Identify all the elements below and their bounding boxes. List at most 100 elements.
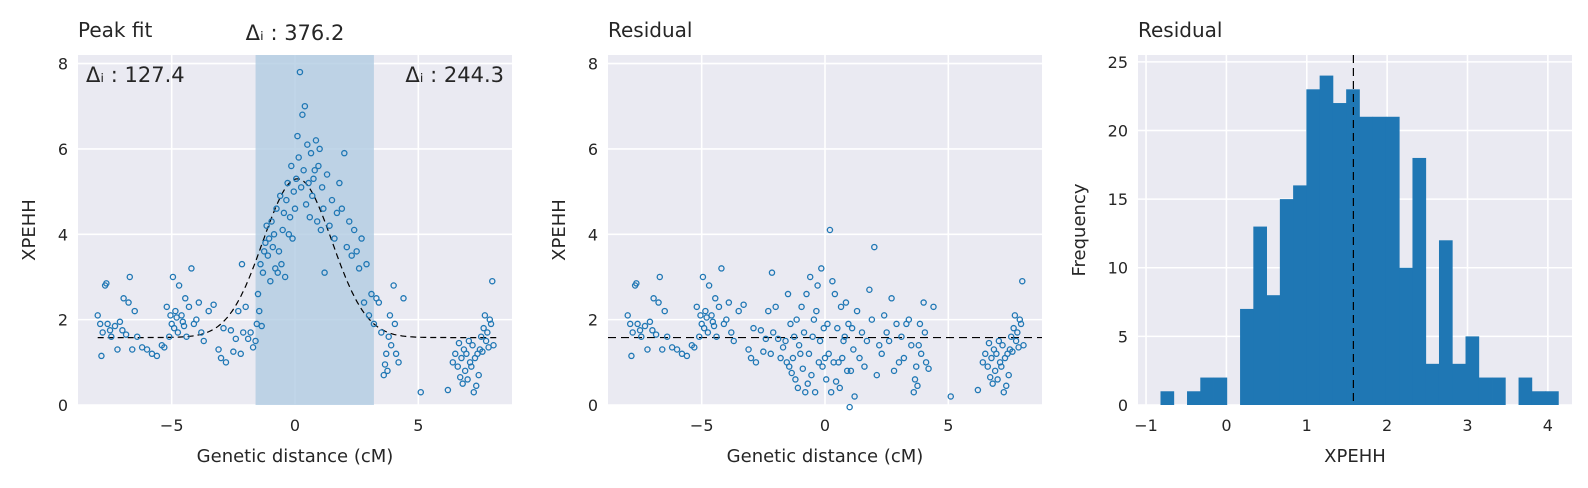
residual-scatter-point	[908, 341, 915, 349]
residual-scatter-point	[1017, 320, 1025, 328]
residual-scatter-point	[810, 316, 818, 323]
peak-fit-point	[464, 376, 471, 383]
peak-fit-point	[307, 149, 315, 157]
peak-fit-point	[321, 269, 328, 276]
peak-fit-point	[217, 354, 225, 362]
residual-scatter-point	[914, 382, 921, 390]
peak-fit-point	[480, 324, 487, 332]
residual-scatter-point	[820, 324, 828, 332]
residual-scatter-point	[702, 307, 709, 315]
peak-fit-point	[484, 329, 491, 336]
peak-fit-point	[382, 350, 390, 358]
histogram-bar	[1372, 116, 1387, 405]
residual-histogram-x-tick-label: 2	[1382, 416, 1392, 435]
residual-scatter-point	[808, 371, 815, 379]
residual-scatter-point	[673, 346, 681, 353]
peak-fit-point	[380, 371, 388, 379]
residual-scatter-point	[723, 316, 730, 323]
peak-fit-point	[338, 205, 346, 212]
peak-fit-point	[237, 350, 244, 358]
peak-fit-y-tick-label: 6	[58, 140, 68, 159]
residual-scatter-point	[655, 299, 662, 306]
peak-fit-point	[294, 132, 301, 140]
residual-scatter-point	[1012, 337, 1020, 345]
residual-scatter-point	[991, 367, 999, 375]
residual-scatter-point	[912, 363, 920, 370]
peak-fit-point	[258, 322, 265, 330]
residual-histogram-y-tick-label: 5	[1118, 327, 1128, 346]
residual-scatter-point	[985, 339, 993, 347]
residual-scatter-point	[815, 359, 823, 366]
peak-fit-point	[343, 243, 351, 251]
peak-fit-point	[310, 175, 317, 183]
residual-scatter-point	[890, 367, 898, 375]
residual-scatter-y-tick-label: 6	[588, 140, 598, 159]
residual-scatter-point	[803, 290, 810, 298]
residual-scatter-point	[760, 348, 767, 355]
peak-fit-point	[479, 348, 486, 355]
residual-scatter-point	[767, 350, 775, 358]
residual-scatter-point	[624, 312, 631, 319]
residual-scatter-point	[713, 333, 720, 340]
peak-fit-point	[94, 312, 101, 319]
residual-scatter-point	[900, 354, 908, 362]
peak-fit-point	[465, 337, 473, 345]
residual-scatter-point	[715, 303, 723, 311]
residual-scatter-point	[798, 303, 805, 311]
residual-scatter-point	[863, 337, 871, 345]
residual-scatter-point	[652, 331, 660, 338]
histogram-bar	[1478, 377, 1493, 405]
residual-scatter-point	[1005, 371, 1012, 379]
peak-fit-point	[111, 322, 119, 330]
histogram-bar	[1160, 391, 1175, 405]
peak-fit-band-rect	[255, 55, 374, 405]
histogram-bar	[1492, 377, 1506, 405]
residual-scatter-point	[1011, 312, 1019, 319]
peak-fit-point	[333, 209, 341, 217]
peak-fit-y-tick-label: 0	[58, 396, 68, 415]
residual-scatter-point	[915, 341, 922, 349]
peak-fit-point	[163, 303, 171, 311]
residual-scatter-point	[794, 384, 802, 392]
peak-fit-point	[452, 350, 459, 358]
peak-fit-point	[285, 231, 293, 238]
peak-fit-point	[300, 166, 307, 174]
peak-fit-point	[193, 316, 200, 323]
peak-fit-point	[385, 333, 392, 340]
peak-fit-point	[210, 301, 217, 308]
peak-fit-point	[183, 333, 190, 340]
residual-scatter-points	[624, 226, 1027, 411]
residual-scatter-point	[1014, 329, 1021, 336]
residual-scatter-point	[725, 299, 733, 306]
peak-fit-point	[482, 337, 490, 345]
histogram-bar	[1293, 185, 1307, 405]
residual-scatter-point	[910, 388, 918, 396]
residual-scatter-point	[797, 350, 804, 358]
peak-fit-point	[252, 337, 259, 345]
residual-histogram-x-ticks: −1 0 1 2 3 4	[1134, 416, 1553, 435]
peak-fit-point	[316, 145, 323, 153]
residual-scatter-point	[691, 344, 698, 351]
peak-fit-point	[320, 205, 327, 212]
residual-scatter-point	[866, 286, 873, 294]
peak-fit-point	[182, 295, 189, 302]
peak-fit-point	[205, 307, 212, 315]
peak-fit-point	[235, 307, 242, 315]
residual-scatter-point	[638, 333, 645, 340]
residual-scatter-x-label: Genetic distance (cM)	[727, 446, 924, 467]
residual-scatter-title: Residual	[608, 18, 692, 42]
residual-scatter-point	[868, 316, 876, 323]
peak-fit-points	[94, 68, 497, 396]
residual-histogram-title: Residual	[1138, 18, 1222, 42]
peak-fit-point	[276, 192, 284, 200]
residual-scatter-point	[799, 365, 807, 372]
peak-fit-x-tick-label: 0	[290, 416, 300, 435]
peak-fit-y-tick-label: 2	[58, 311, 68, 330]
peak-fit-point	[273, 205, 280, 212]
residual-scatter-point	[845, 320, 852, 328]
peak-fit-point	[230, 348, 237, 355]
residual-scatter-point	[993, 350, 1000, 358]
peak-fit-panel: −5 0 5 0 2 4 6 8 Peak fit Genetic distance (cM…	[19, 18, 512, 467]
peak-fit-point	[387, 341, 395, 349]
residual-scatter-point	[683, 352, 691, 360]
